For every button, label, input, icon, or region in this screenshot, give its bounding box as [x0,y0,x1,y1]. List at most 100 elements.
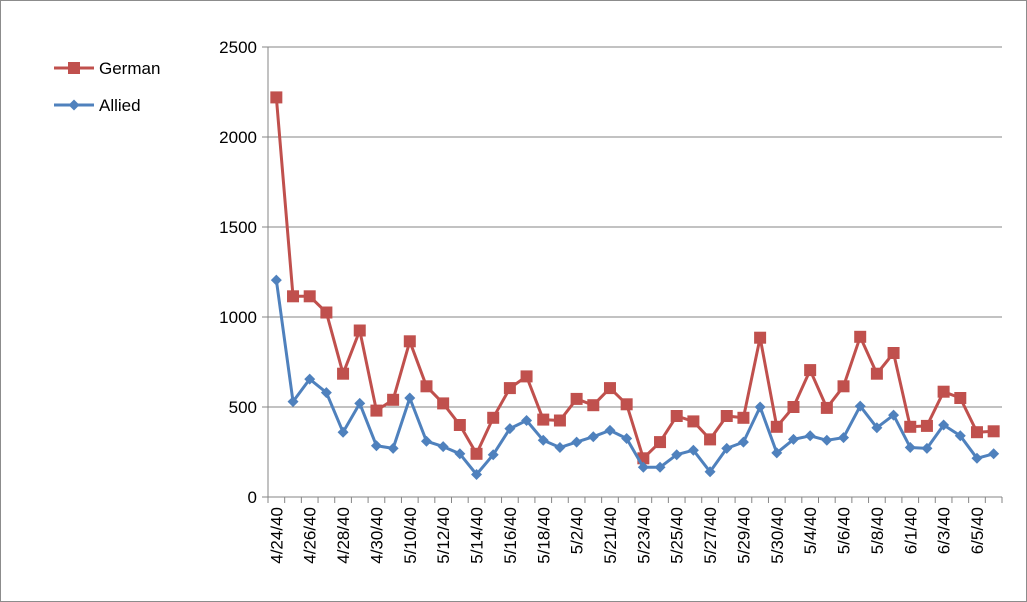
data-point-allied [771,447,783,459]
x-tick-label: 5/27/40 [701,507,720,564]
data-point-allied [337,426,349,438]
data-point-allied [287,396,299,408]
data-point-allied [871,422,883,434]
legend: German Allied [54,59,160,115]
data-point-german [687,415,700,428]
data-point-allied [721,442,733,454]
data-point-allied [637,461,649,473]
data-point-allied [404,392,416,404]
x-tick-label: 5/29/40 [734,507,753,564]
data-point-allied [454,448,466,460]
data-point-german [420,380,433,393]
data-point-allied [504,423,516,435]
data-point-allied [787,433,799,445]
data-point-allied [387,442,399,454]
x-tick-label: 5/16/40 [501,507,520,564]
x-tick-label: 5/25/40 [668,507,687,564]
data-point-allied [988,448,1000,460]
data-point-german [770,420,783,433]
data-point-german [570,392,583,405]
x-tick-label: 5/21/40 [601,507,620,564]
data-point-german [937,385,950,398]
data-point-german [470,447,483,460]
data-point-allied [971,452,983,464]
x-tick-label: 6/5/40 [968,507,987,554]
data-point-allied [320,387,332,399]
x-tick-label: 5/6/40 [835,507,854,554]
data-point-german [970,426,983,439]
data-point-german [754,331,767,344]
x-tick-label: 5/8/40 [868,507,887,554]
data-point-allied [938,419,950,431]
data-point-allied [904,442,916,453]
data-point-german [353,324,366,337]
data-point-german [270,91,283,104]
data-point-german [437,397,450,410]
data-point-allied [954,430,966,442]
x-tick-label: 5/12/40 [434,507,453,564]
data-point-german [870,367,883,380]
series-allied [270,274,1000,480]
data-point-german [487,411,500,424]
axes [262,46,1003,503]
data-point-german [904,420,917,433]
series-line-german [274,97,994,460]
data-point-allied [554,442,566,453]
x-tick-label: 5/4/40 [801,507,820,554]
legend-label-german: German [99,59,160,78]
data-point-allied [687,444,699,456]
legend-item-allied: Allied [54,96,141,115]
data-point-allied [521,415,533,426]
data-point-german [387,393,400,406]
data-point-german [620,398,633,411]
y-tick-label: 1000 [219,308,257,327]
data-point-allied [704,466,716,478]
x-tick-label: 6/1/40 [901,507,920,554]
data-point-allied [821,434,833,446]
data-point-german [287,290,300,303]
data-point-allied [737,436,749,448]
x-tick-label: 4/30/40 [367,507,386,564]
data-point-german [537,413,550,426]
y-tick-label: 1500 [219,218,257,237]
series-german [270,91,1000,465]
y-tick-label: 2000 [219,128,257,147]
x-tick-label: 5/18/40 [534,507,553,564]
x-tick-label: 5/14/40 [468,507,487,564]
x-tick-label: 5/10/40 [401,507,420,564]
data-point-german [453,419,466,431]
x-tick-label: 4/28/40 [334,507,353,564]
data-point-german [603,382,616,395]
x-tick-label: 4/26/40 [301,507,320,564]
data-point-allied [420,435,432,447]
series-line-allied [274,279,995,476]
data-point-allied [370,440,382,452]
x-tick-label: 5/23/40 [634,507,653,564]
data-point-allied [621,433,633,444]
data-point-german [704,433,717,446]
y-tick-label: 500 [229,398,257,417]
data-point-german [837,380,850,393]
data-point-german [553,414,566,427]
data-point-german [804,364,817,377]
x-tick-label: 4/24/40 [267,507,286,564]
data-point-allied [888,409,900,421]
data-point-allied [587,431,599,443]
data-point-allied [854,400,866,412]
data-point-german [587,399,600,412]
data-point-allied [604,424,616,436]
x-tick-label: 6/3/40 [935,507,954,554]
data-point-allied [537,434,549,446]
x-tick-label: 5/30/40 [768,507,787,564]
data-point-german [787,401,800,413]
data-point-allied [804,430,816,442]
y-axis-tick-labels: 0 500 1000 1500 2000 2500 [219,38,257,507]
data-point-german [887,347,900,359]
data-point-allied [304,373,316,385]
data-point-allied [437,441,449,453]
data-point-german [854,330,867,343]
data-point-german [337,367,350,380]
legend-marker-allied [68,99,80,111]
